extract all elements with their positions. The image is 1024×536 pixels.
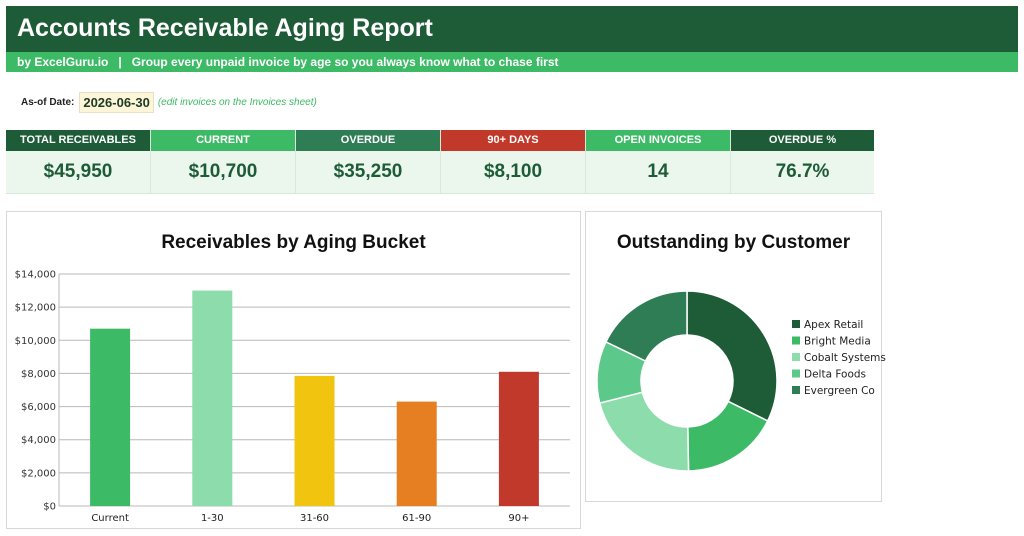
kpi-label: OVERDUE %	[731, 130, 874, 151]
kpi-overdue-percent: OVERDUE % 76.7%	[731, 130, 874, 194]
legend-swatch	[792, 353, 800, 361]
kpi-value: 76.7%	[731, 151, 874, 194]
as-of-label: As-of Date:	[21, 96, 75, 108]
chart-title: Outstanding by Customer	[616, 232, 851, 253]
x-tick-label: 31-60	[300, 513, 329, 524]
kpi-90-plus-days: 90+ DAYS $8,100	[441, 130, 586, 194]
kpi-value: $45,950	[6, 151, 150, 194]
kpi-open-invoices: OPEN INVOICES 14	[586, 130, 731, 194]
y-tick-label: $12,000	[15, 303, 56, 314]
x-tick-label: Current	[91, 513, 129, 524]
slice-cobalt-systems	[598, 391, 690, 472]
bar-6190	[396, 401, 437, 506]
x-tick-label: 61-90	[402, 513, 431, 524]
x-tick-label: 1-30	[201, 513, 224, 524]
bar-90	[498, 371, 539, 506]
legend-swatch	[792, 336, 800, 345]
report-title: Accounts Receivable Aging Report	[6, 6, 1018, 52]
y-tick-label: $8,000	[21, 369, 56, 380]
y-tick-label: $0	[43, 502, 56, 513]
kpi-value: $8,100	[441, 151, 585, 194]
legend-swatch	[792, 386, 800, 394]
kpi-value: 14	[586, 151, 730, 194]
as-of-date-input[interactable]: 2026-06-30	[79, 91, 154, 113]
slice-evergreen-co	[604, 290, 688, 363]
bar-130	[192, 290, 233, 506]
kpi-overdue: OVERDUE $35,250	[296, 130, 441, 194]
legend-label: Bright Media	[804, 336, 871, 348]
y-tick-label: $2,000	[21, 468, 56, 479]
as-of-note: (edit invoices on the Invoices sheet)	[157, 96, 317, 108]
legend-swatch	[792, 320, 800, 328]
legend-swatch	[792, 369, 800, 378]
bar-chart-canvas: $0 $2,000 $4,000 $6,000 $8,000 $10,000 $12,000…	[15, 270, 570, 524]
legend-label: Apex Retail	[804, 319, 863, 331]
legend-label: Evergreen Co	[804, 385, 875, 397]
aging-bar-chart[interactable]: Receivables by Aging Bucket $0 $2,000 $4,0…	[6, 211, 581, 529]
as-of-row: As-of Date: 2026-06-30 (edit invoices on…	[21, 90, 317, 114]
legend-label: Cobalt Systems	[804, 352, 886, 364]
legend-label: Delta Foods	[804, 369, 866, 381]
kpi-current: CURRENT $10,700	[151, 130, 296, 194]
x-tick-label: 90+	[508, 513, 529, 524]
kpi-label: TOTAL RECEIVABLES	[6, 130, 150, 151]
kpi-total-receivables: TOTAL RECEIVABLES $45,950	[6, 130, 151, 194]
kpi-label: 90+ DAYS	[441, 130, 585, 151]
customer-donut-chart[interactable]: Outstanding by Customer Apex Retail Brigh…	[585, 211, 886, 502]
donut-chart-canvas: Apex Retail Bright Media Cobalt Systems Del…	[596, 290, 886, 472]
bar-current	[90, 328, 131, 506]
y-tick-label: $10,000	[15, 336, 56, 347]
kpi-label: OPEN INVOICES	[586, 130, 730, 151]
chart-title: Receivables by Aging Bucket	[161, 232, 426, 253]
report-subtitle: by ExcelGuru.io | Group every unpaid inv…	[6, 52, 1018, 72]
kpi-label: CURRENT	[151, 130, 295, 151]
y-tick-label: $14,000	[15, 270, 56, 281]
y-tick-label: $6,000	[21, 402, 56, 413]
slice-apex-retail	[686, 290, 778, 422]
y-tick-label: $4,000	[21, 435, 56, 446]
kpi-value: $35,250	[296, 151, 440, 194]
kpi-value: $10,700	[151, 151, 295, 194]
kpi-label: OVERDUE	[296, 130, 440, 151]
kpi-strip: TOTAL RECEIVABLES $45,950 CURRENT $10,70…	[6, 130, 874, 194]
bar-3160	[294, 375, 335, 506]
